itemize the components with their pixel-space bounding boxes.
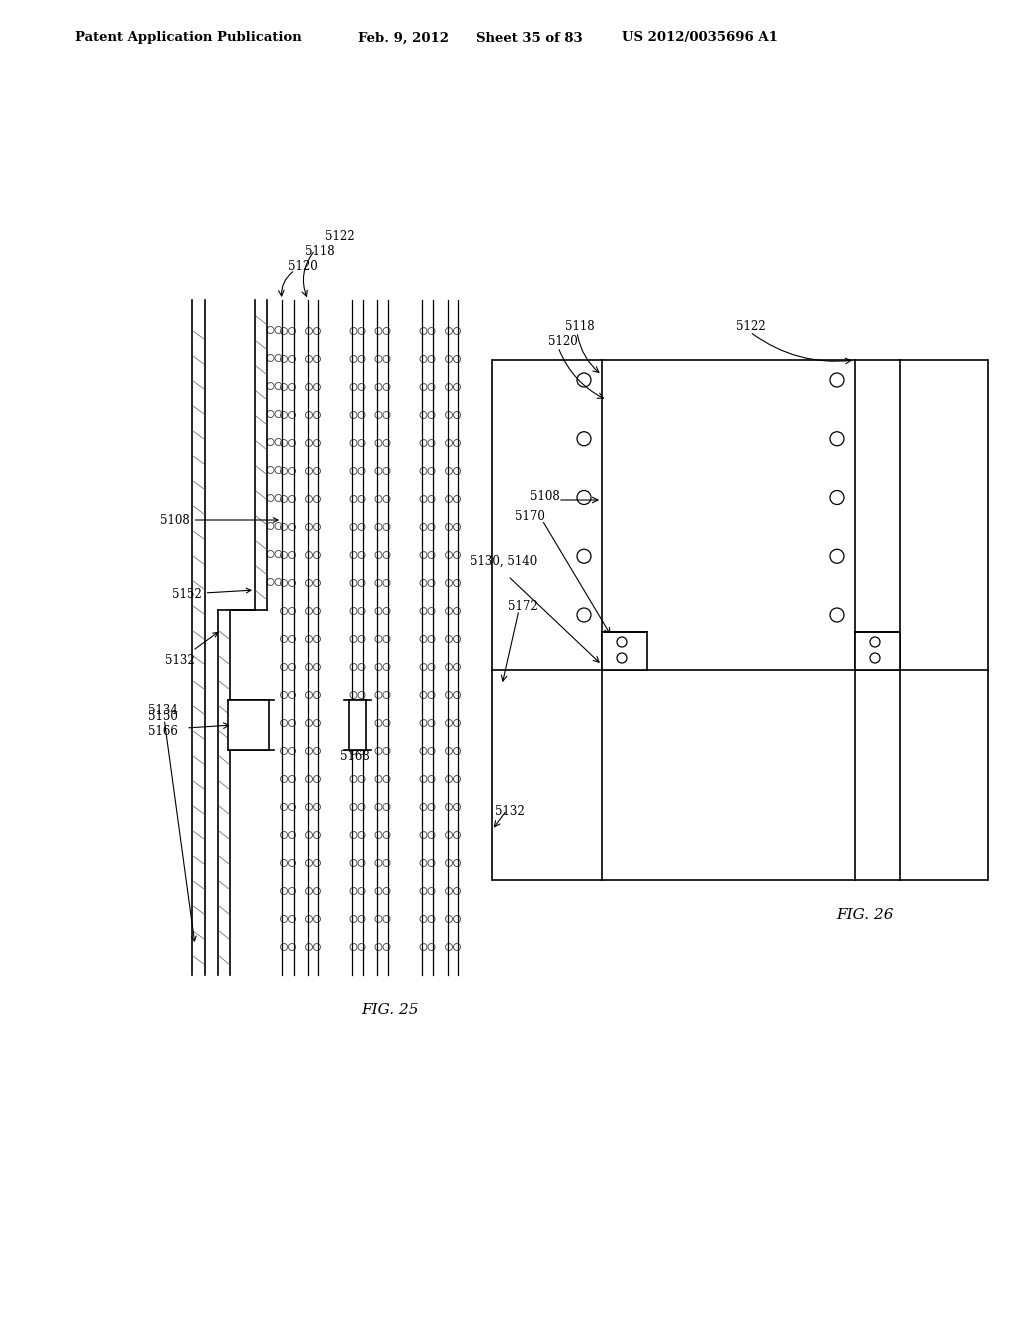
Text: 5118: 5118 (305, 246, 335, 257)
Text: 5120: 5120 (288, 260, 317, 273)
Text: 5130, 5140: 5130, 5140 (470, 554, 538, 568)
Text: 5134: 5134 (148, 704, 197, 941)
Text: 5170: 5170 (515, 510, 545, 523)
Bar (349, 700, 366, 750)
Text: 5152: 5152 (172, 587, 251, 601)
Text: US 2012/0035696 A1: US 2012/0035696 A1 (622, 32, 778, 45)
Text: 5132: 5132 (495, 805, 524, 818)
Text: Feb. 9, 2012: Feb. 9, 2012 (358, 32, 449, 45)
Bar (855, 632, 900, 671)
Text: 5150: 5150 (148, 710, 178, 723)
Text: 5132: 5132 (165, 632, 218, 667)
Text: Patent Application Publication: Patent Application Publication (75, 32, 302, 45)
Bar (228, 700, 269, 750)
Text: 5120: 5120 (548, 335, 578, 348)
Text: 5108: 5108 (160, 513, 278, 527)
Text: 5108: 5108 (530, 490, 560, 503)
Bar (492, 360, 988, 880)
Text: 5122: 5122 (736, 319, 766, 333)
Text: 5168: 5168 (340, 746, 370, 763)
Text: FIG. 26: FIG. 26 (837, 908, 894, 921)
Text: 5118: 5118 (565, 319, 595, 333)
Text: FIG. 25: FIG. 25 (361, 1003, 419, 1016)
Bar (602, 632, 647, 671)
Text: 5122: 5122 (325, 230, 354, 243)
Text: 5172: 5172 (508, 601, 538, 612)
Text: Sheet 35 of 83: Sheet 35 of 83 (476, 32, 583, 45)
Text: 5166: 5166 (148, 725, 178, 738)
